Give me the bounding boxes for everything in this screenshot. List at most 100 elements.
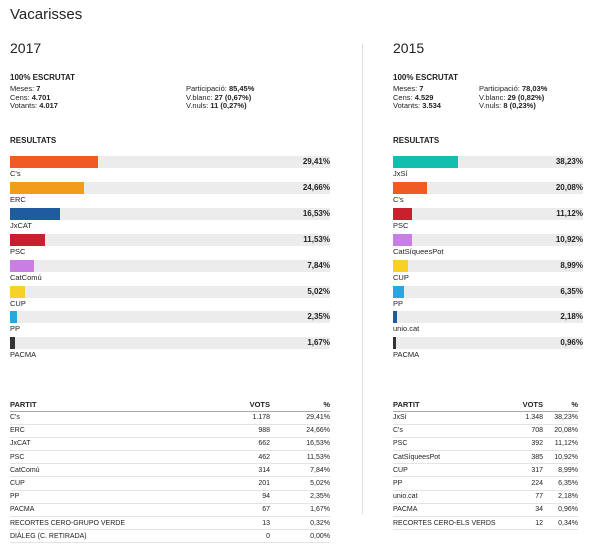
bar-party-name: CatComú: [10, 272, 42, 282]
bar-percentage: 10,92%: [555, 234, 583, 244]
bar-fill: [393, 311, 397, 324]
table-cell: PACMA: [393, 503, 508, 518]
table-cell: C's: [10, 411, 230, 425]
bar-party-name: PSC: [393, 220, 409, 230]
bar-fill: [10, 207, 60, 220]
table-cell: CUP: [393, 463, 508, 478]
stats-right: Participació: 85,45% V.blanc: 27 (0,67%)…: [186, 84, 254, 111]
table-cell: 12: [508, 516, 543, 531]
bar-fill: [393, 181, 428, 194]
bar-track: [393, 311, 583, 324]
table-cell: 8,99%: [543, 463, 578, 478]
table-header-cell: %: [543, 398, 578, 412]
table-cell: CatComú: [10, 463, 230, 478]
stat-votants: Votants: 3.534: [393, 101, 441, 110]
table-cell: 29,41%: [270, 411, 330, 425]
bar-percentage: 20,08%: [555, 182, 583, 192]
table-cell: ERC: [10, 424, 230, 438]
results-table: PARTIT VOTS% C's 1.178 29,41% ERC 988 24,66% JxC…: [10, 398, 330, 544]
table-cell: PACMA: [10, 503, 230, 518]
bar-fill: [393, 207, 412, 220]
bar-fill: [10, 285, 26, 298]
table-cell: 0,34%: [543, 516, 578, 531]
table-row: PACMA 34 0,96%: [393, 503, 578, 518]
table-cell: 201: [230, 476, 270, 491]
table-cell: 10,92%: [543, 450, 578, 465]
bar-party-name: CatSíqueesPot: [393, 246, 444, 256]
table-header-row: PARTIT VOTS%: [393, 398, 578, 412]
bar-percentage: 2,18%: [560, 312, 583, 322]
bar-fill: [10, 259, 34, 272]
table-cell: 662: [230, 437, 270, 452]
table-row: RECORTES CERO-GRUPO VERDE 13 0,32%: [10, 516, 330, 531]
result-bar-row: 2,35% PP: [10, 311, 330, 333]
stat-vnuls: V.nuls: 11 (0,27%): [186, 101, 247, 110]
bar-percentage: 7,84%: [307, 260, 330, 270]
table-cell: 38,23%: [543, 411, 578, 425]
result-bar-row: 24,66% ERC: [10, 181, 330, 204]
table-row: CatComú 314 7,84%: [10, 463, 330, 478]
bar-party-name: CUP: [10, 298, 26, 308]
bar-percentage: 16,53%: [302, 208, 330, 218]
bar-party-name: C's: [393, 194, 404, 204]
table-cell: CUP: [10, 476, 230, 491]
stat-vblanc: V.blanc: 27 (0,67%): [186, 92, 252, 102]
bar-party-name: JxCAT: [10, 220, 32, 230]
table-cell: 13: [230, 516, 270, 531]
table-row: PP 94 2,35%: [10, 490, 330, 504]
table-cell: PP: [393, 476, 508, 491]
table-cell: 0,00%: [270, 529, 330, 544]
bar-percentage: 38,23%: [555, 157, 583, 166]
table-row: PSC 392 11,12%: [393, 437, 578, 452]
table-cell: 34: [508, 503, 543, 518]
table-cell: 0: [230, 529, 270, 544]
table-cell: PSC: [393, 437, 508, 452]
table-cell: 0,96%: [543, 503, 578, 518]
bar-track: [10, 233, 330, 246]
table-cell: 224: [508, 476, 543, 491]
bar-percentage: 29,41%: [302, 157, 330, 166]
table-cell: 385: [508, 450, 543, 465]
results-title: RESULTATS: [10, 136, 57, 145]
bar-fill: [10, 156, 99, 168]
bar-party-name: ERC: [10, 194, 26, 204]
bar-percentage: 2,35%: [307, 312, 330, 322]
table-cell: C's: [393, 424, 508, 438]
table-cell: 11,12%: [543, 437, 578, 452]
result-bar-row: 0,96% PACMA: [393, 337, 583, 359]
table-cell: 2,18%: [543, 490, 578, 504]
stat-meses: Meses: 7: [10, 84, 41, 93]
table-header-cell: PARTIT: [393, 398, 508, 412]
result-bar-row: 7,84% CatComú: [10, 259, 330, 282]
table-cell: 24,66%: [270, 424, 330, 438]
bar-party-name: C's: [10, 169, 21, 178]
result-bar-row: 11,53% PSC: [10, 233, 330, 256]
bar-percentage: 5,02%: [307, 286, 330, 296]
table-cell: 7,84%: [270, 463, 330, 478]
table-cell: 314: [230, 463, 270, 478]
table-cell: PP: [10, 490, 230, 504]
table-row: ERC 988 24,66%: [10, 424, 330, 438]
table-row: CUP 201 5,02%: [10, 476, 330, 491]
bar-percentage: 6,35%: [560, 286, 583, 296]
bar-party-name: CUP: [393, 272, 409, 282]
stats-left: Meses: 7 Cens: 4.701 Votants: 4.017: [10, 84, 58, 111]
bar-party-name: PSC: [10, 246, 26, 256]
stat-votants: Votants: 4.017: [10, 101, 58, 110]
table-cell: PSC: [10, 450, 230, 465]
table-cell: 16,53%: [270, 437, 330, 452]
results-table: PARTIT VOTS% JxSí 1.348 38,23% C's 708 20,08% PS…: [393, 398, 578, 531]
table-row: CUP 317 8,99%: [393, 463, 578, 478]
bar-track: [393, 285, 583, 298]
table-row: JxSí 1.348 38,23%: [393, 411, 578, 425]
bar-fill: [393, 259, 409, 272]
table-cell: RECORTES CERO-ELS VERDS: [393, 516, 508, 531]
result-bar-row: 1,67% PACMA: [10, 337, 330, 359]
result-bar-row: 38,23% JxSí: [393, 156, 583, 178]
result-bar-row: 8,99% CUP: [393, 259, 583, 282]
bar-percentage: 1,67%: [307, 338, 330, 348]
scrutat-status: 100% ESCRUTAT: [393, 73, 459, 82]
bar-party-name: unio.cat: [393, 324, 420, 334]
bar-percentage: 0,96%: [560, 338, 583, 348]
table-cell: JxSí: [393, 411, 508, 425]
